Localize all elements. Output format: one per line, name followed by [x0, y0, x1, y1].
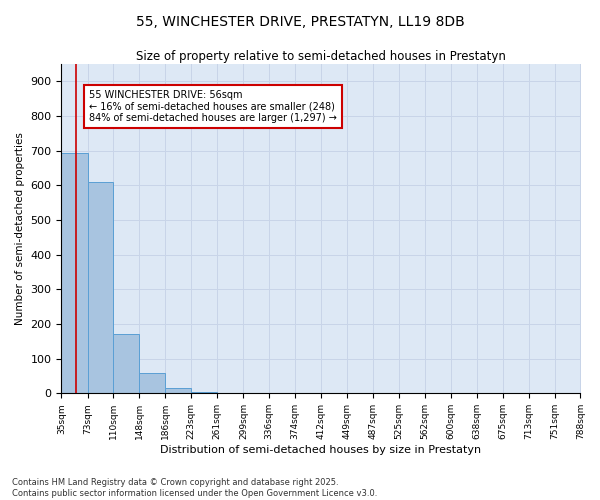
Bar [166, 388, 191, 394]
Title: Size of property relative to semi-detached houses in Prestatyn: Size of property relative to semi-detach… [136, 50, 506, 63]
Text: 55, WINCHESTER DRIVE, PRESTATYN, LL19 8DB: 55, WINCHESTER DRIVE, PRESTATYN, LL19 8D… [136, 15, 464, 29]
Text: Contains HM Land Registry data © Crown copyright and database right 2025.
Contai: Contains HM Land Registry data © Crown c… [12, 478, 377, 498]
Bar [61, 152, 88, 394]
Bar [88, 182, 113, 394]
Text: 55 WINCHESTER DRIVE: 56sqm
← 16% of semi-detached houses are smaller (248)
84% o: 55 WINCHESTER DRIVE: 56sqm ← 16% of semi… [89, 90, 337, 124]
X-axis label: Distribution of semi-detached houses by size in Prestatyn: Distribution of semi-detached houses by … [160, 445, 482, 455]
Bar [113, 334, 139, 394]
Bar [139, 372, 166, 394]
Y-axis label: Number of semi-detached properties: Number of semi-detached properties [15, 132, 25, 325]
Bar [191, 392, 217, 394]
